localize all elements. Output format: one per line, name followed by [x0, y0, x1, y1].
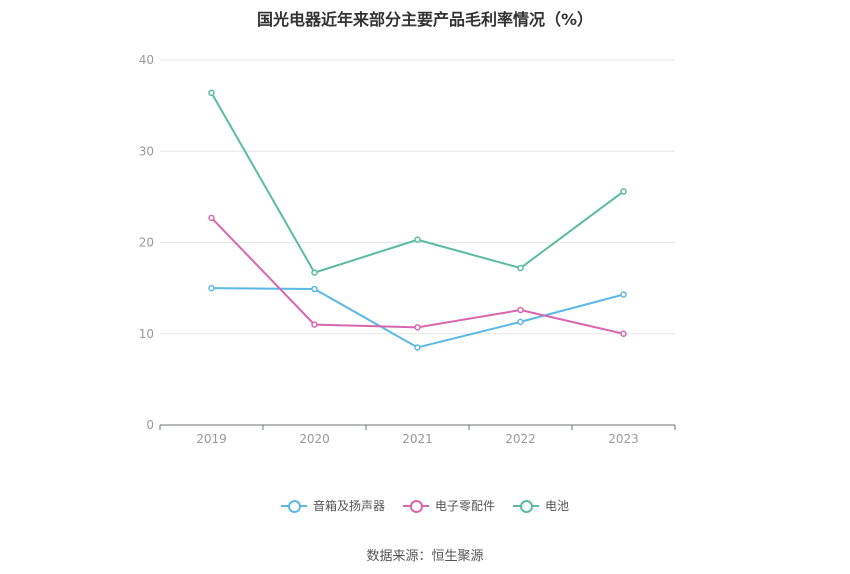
- x-tick-label: 2022: [505, 432, 536, 446]
- x-tick-label: 2021: [402, 432, 433, 446]
- data-point[interactable]: [208, 89, 215, 97]
- data-point[interactable]: [620, 291, 627, 298]
- data-source: 数据来源：恒生聚源: [366, 549, 484, 564]
- data-point[interactable]: [208, 214, 215, 222]
- legend: 音箱及扬声器 电子零配件 电池: [0, 497, 850, 514]
- y-tick-label: 30: [139, 144, 154, 158]
- legend-marker-icon: [280, 499, 307, 513]
- legend-item-2[interactable]: 电子零配件: [402, 497, 495, 514]
- legend-item-1[interactable]: 音箱及扬声器: [280, 497, 385, 514]
- x-tick-label: 2020: [299, 432, 330, 446]
- data-point[interactable]: [620, 188, 627, 195]
- data-point[interactable]: [517, 318, 524, 326]
- legend-item-3[interactable]: 电池: [513, 497, 569, 514]
- x-axis: 2019 2020 2021 2022 2023: [159, 424, 676, 446]
- legend-label: 电子零配件: [434, 499, 495, 513]
- y-tick-label: 0: [146, 418, 154, 432]
- chart-title: 国光电器近年来部分主要产品毛利率情况（%）: [256, 10, 594, 29]
- data-point[interactable]: [517, 306, 524, 314]
- data-point[interactable]: [311, 321, 318, 328]
- data-point[interactable]: [517, 264, 524, 272]
- data-point[interactable]: [208, 284, 215, 292]
- series-line-3: [210, 92, 625, 274]
- data-point[interactable]: [414, 344, 421, 351]
- y-tick-label: 10: [139, 327, 154, 341]
- y-axis: 0 10 20 30 40: [139, 53, 154, 432]
- data-point[interactable]: [414, 236, 421, 244]
- data-point[interactable]: [414, 324, 421, 331]
- y-tick-label: 20: [139, 236, 154, 250]
- series-line-1: [211, 287, 624, 349]
- data-point[interactable]: [620, 330, 627, 337]
- grid-lines: [160, 59, 675, 335]
- legend-label: 音箱及扬声器: [312, 499, 385, 513]
- legend-marker-icon: [402, 499, 429, 513]
- y-tick-label: 40: [139, 53, 154, 67]
- series-group: [208, 89, 627, 351]
- data-point[interactable]: [311, 285, 318, 293]
- x-tick-label: 2019: [196, 432, 227, 446]
- data-point[interactable]: [311, 269, 318, 276]
- legend-label: 电池: [545, 499, 570, 513]
- legend-marker-icon: [513, 499, 539, 513]
- series-line-2: [210, 217, 624, 335]
- x-tick-label: 2023: [608, 432, 639, 446]
